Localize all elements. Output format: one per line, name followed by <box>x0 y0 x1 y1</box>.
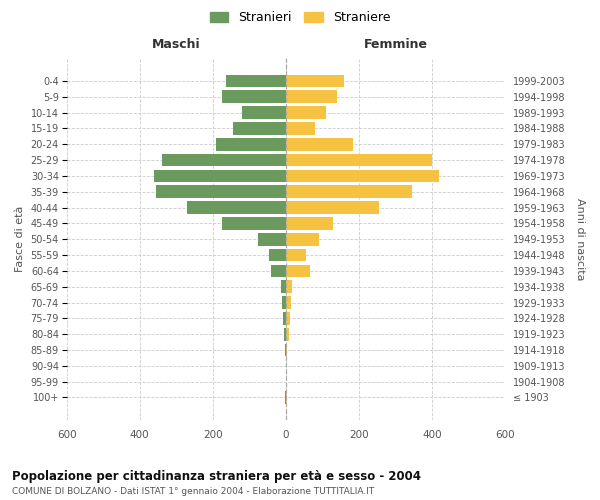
Bar <box>217 138 286 150</box>
Bar <box>286 74 344 88</box>
Bar <box>286 391 287 404</box>
Bar <box>222 217 286 230</box>
Bar <box>286 202 379 214</box>
Bar <box>286 233 319 245</box>
Legend: Stranieri, Straniere: Stranieri, Straniere <box>205 6 395 29</box>
Bar <box>286 186 412 198</box>
Bar <box>161 154 286 166</box>
Bar <box>286 138 353 150</box>
Text: Popolazione per cittadinanza straniera per età e sesso - 2004: Popolazione per cittadinanza straniera p… <box>12 470 421 483</box>
Text: COMUNE DI BOLZANO - Dati ISTAT 1° gennaio 2004 - Elaborazione TUTTITALIA.IT: COMUNE DI BOLZANO - Dati ISTAT 1° gennai… <box>12 488 374 496</box>
Bar <box>187 202 286 214</box>
Text: Femmine: Femmine <box>364 38 428 51</box>
Bar <box>154 170 286 182</box>
Bar <box>282 296 286 309</box>
Bar <box>286 264 310 277</box>
Bar <box>233 122 286 135</box>
Bar <box>286 328 289 340</box>
Bar <box>269 248 286 262</box>
Bar <box>222 90 286 103</box>
Bar <box>286 154 432 166</box>
Bar <box>156 186 286 198</box>
Bar <box>283 312 286 324</box>
Bar <box>286 122 315 135</box>
Y-axis label: Fasce di età: Fasce di età <box>15 206 25 272</box>
Bar <box>286 106 326 119</box>
Bar <box>286 312 290 324</box>
Bar <box>259 233 286 245</box>
Bar <box>285 391 286 404</box>
Bar <box>286 296 291 309</box>
Bar <box>286 217 334 230</box>
Bar <box>286 170 439 182</box>
Bar <box>226 74 286 88</box>
Bar <box>281 280 286 293</box>
Bar <box>242 106 286 119</box>
Y-axis label: Anni di nascita: Anni di nascita <box>575 198 585 280</box>
Bar <box>285 344 286 356</box>
Bar <box>271 264 286 277</box>
Text: Maschi: Maschi <box>152 38 200 51</box>
Bar <box>286 344 287 356</box>
Bar <box>286 90 337 103</box>
Bar <box>286 280 292 293</box>
Bar <box>284 328 286 340</box>
Bar <box>286 248 306 262</box>
